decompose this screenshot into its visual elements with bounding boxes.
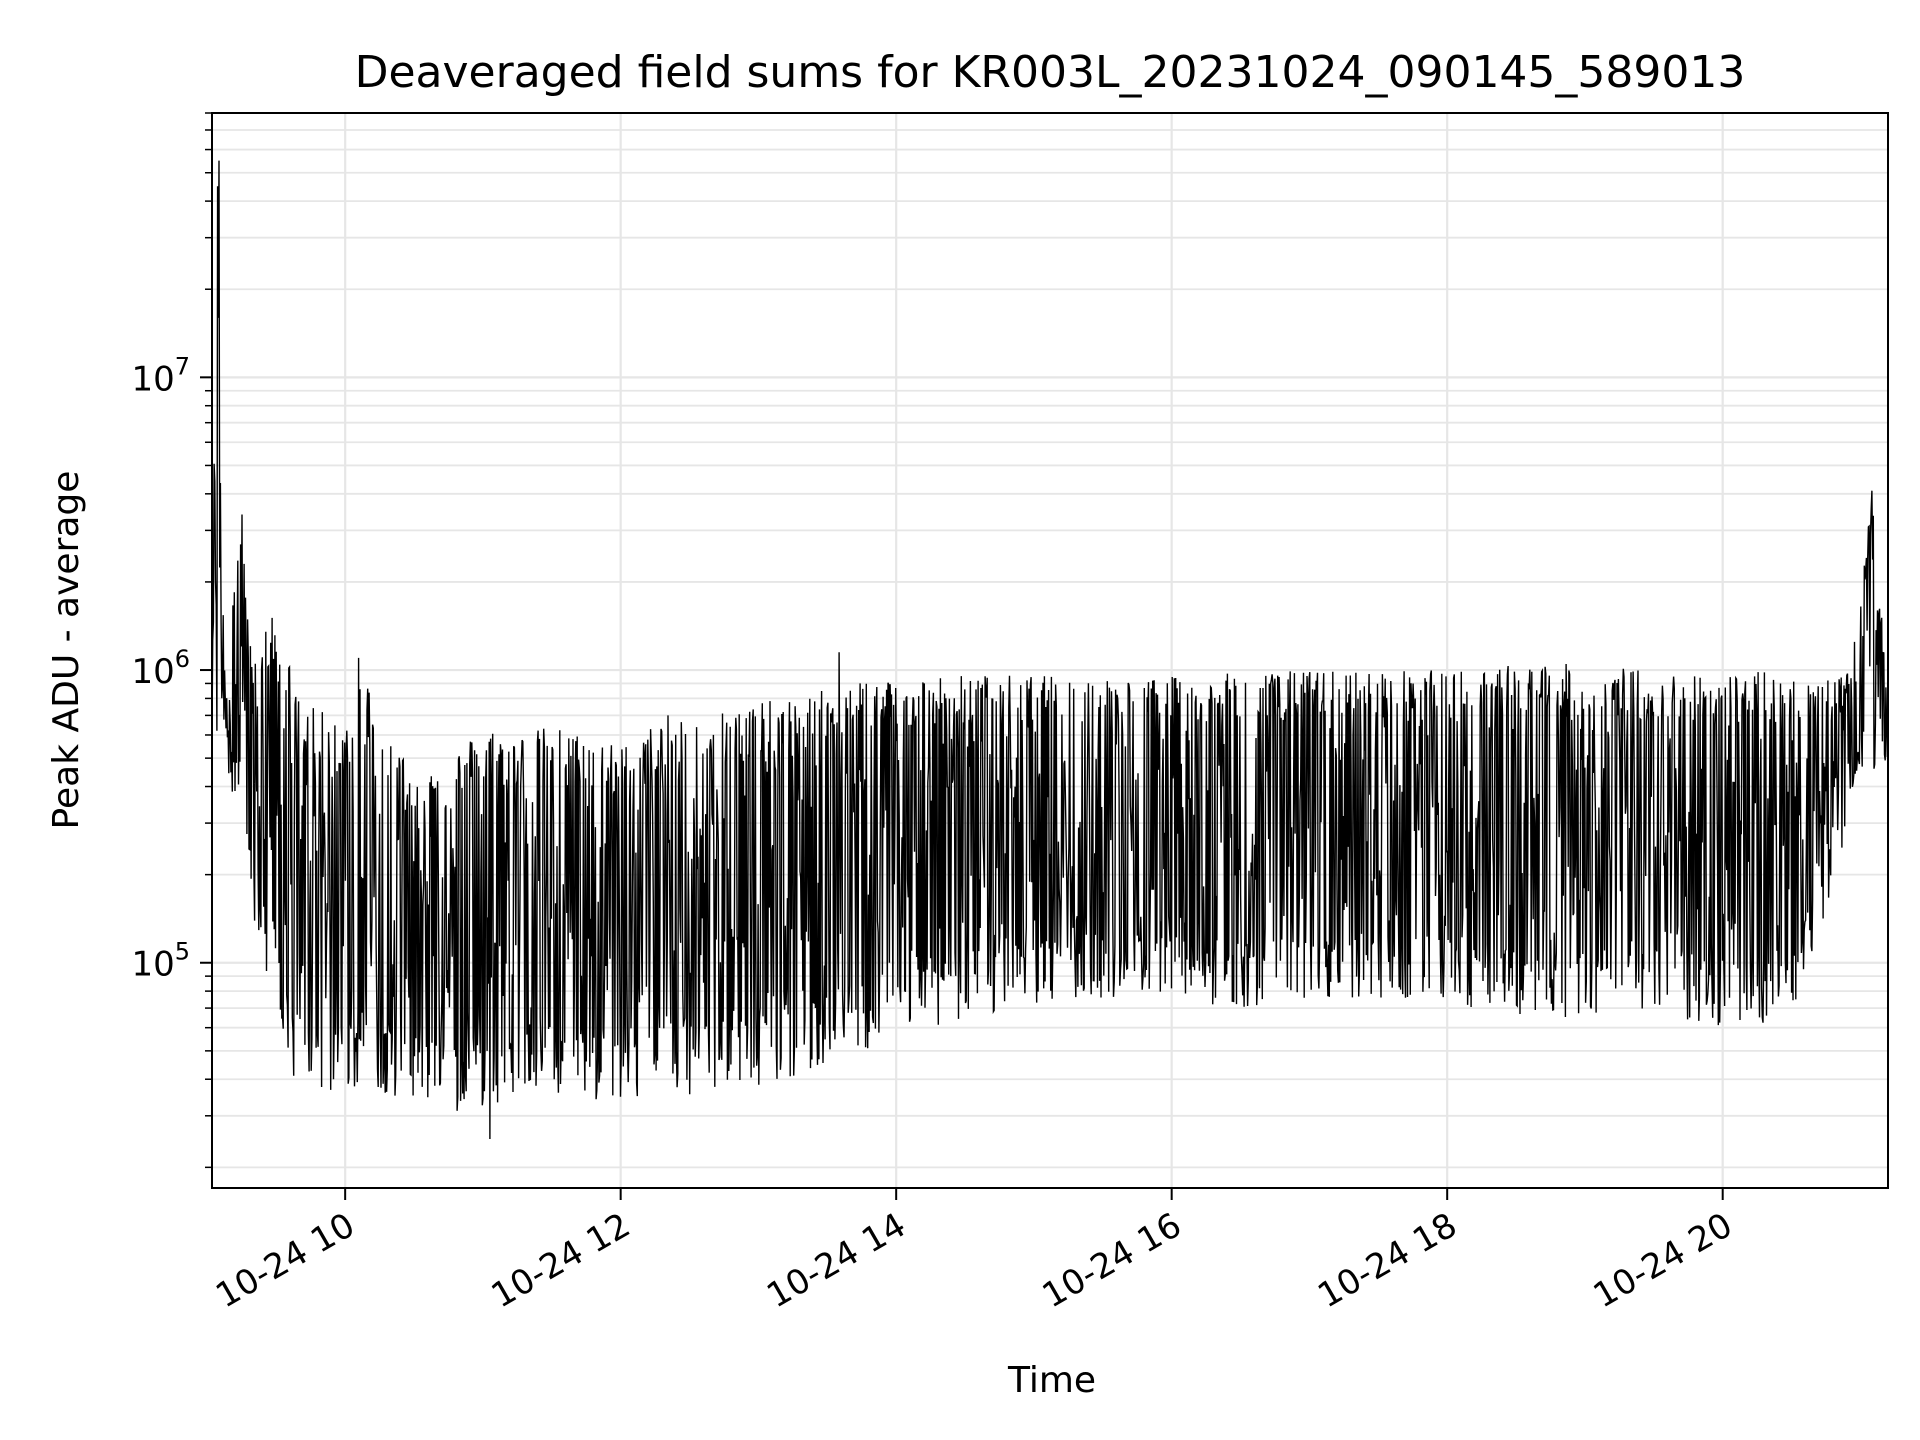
y-tick-base: 10 [131, 945, 174, 985]
y-axis-title: Peak ADU - average [46, 471, 87, 830]
x-axis-title: Time [1007, 1360, 1096, 1401]
y-tick-base: 10 [131, 652, 174, 692]
y-tick-exponent: 6 [175, 645, 190, 673]
x-tick-label: 10-24 20 [1587, 1205, 1739, 1316]
y-tick-label: 105 [131, 938, 190, 985]
chart-title: Deaveraged field sums for KR003L_2023102… [355, 47, 1746, 98]
plot-area [211, 160, 1889, 1140]
y-tick-label: 107 [131, 352, 190, 399]
x-tick-label: 10-24 18 [1311, 1205, 1463, 1316]
plot-frame [211, 112, 1889, 1189]
x-tick-label: 10-24 10 [209, 1205, 361, 1316]
y-tick-label: 106 [131, 645, 190, 692]
y-tick-base: 10 [131, 359, 174, 399]
x-tick-label: 10-24 12 [485, 1205, 637, 1316]
x-tick-label: 10-24 16 [1036, 1205, 1188, 1316]
y-tick-exponent: 7 [175, 352, 190, 380]
x-axis: 10-24 10 10-24 12 10-24 14 10-24 16 10-24 18… [209, 1188, 1739, 1316]
series-line [211, 160, 1889, 1140]
x-tick-label: 10-24 14 [760, 1205, 912, 1316]
y-tick-exponent: 5 [175, 938, 190, 966]
grid-lines [212, 112, 1888, 1188]
